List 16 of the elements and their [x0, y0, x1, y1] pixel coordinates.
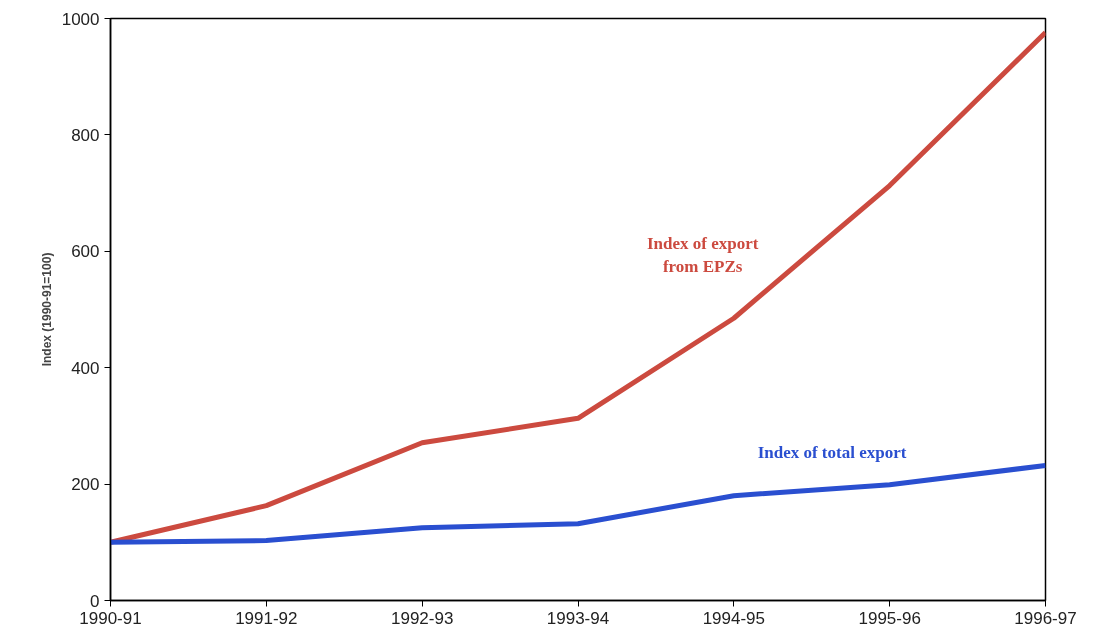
x-tick-label: 1993-94 — [546, 608, 610, 628]
x-tick-label: 1995-96 — [858, 608, 921, 628]
x-tick-label: 1996-97 — [1014, 608, 1077, 628]
x-tick-label: 1991-92 — [235, 608, 298, 628]
y-tick-label: 800 — [71, 125, 100, 145]
y-axis-title: Index (1990-91=100) — [39, 252, 54, 367]
series-label: Index of total export — [757, 443, 907, 463]
y-tick-label: 1000 — [61, 9, 100, 29]
series-label: Index of export from EPZs — [646, 234, 759, 277]
x-tick-label: 1992-93 — [390, 608, 454, 628]
y-tick-label: 400 — [71, 358, 100, 378]
x-tick-label: 1990-91 — [79, 608, 142, 628]
y-tick-label: 600 — [71, 242, 100, 262]
y-tick-label: 200 — [71, 475, 100, 495]
x-tick-label: 1994-95 — [702, 608, 766, 628]
y-tick-label: 0 — [90, 591, 100, 611]
